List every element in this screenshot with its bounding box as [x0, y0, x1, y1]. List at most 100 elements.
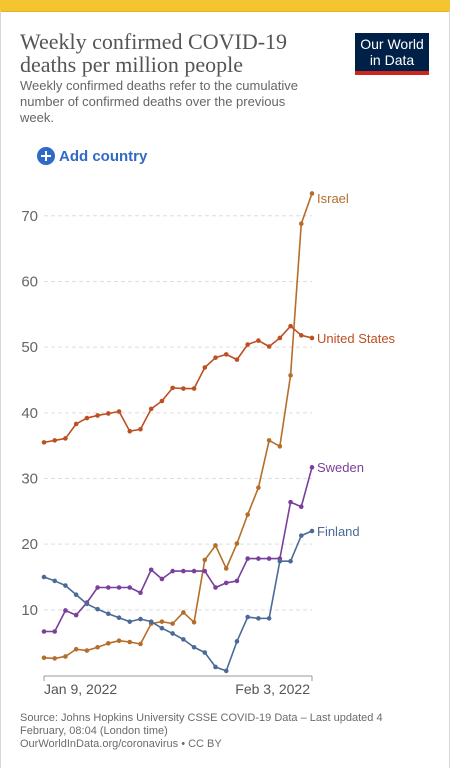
x-tick-label-end: Feb 3, 2022 — [235, 681, 310, 697]
owid-logo[interactable]: Our World in Data — [355, 33, 429, 75]
data-point-finland-15 — [202, 650, 208, 655]
series-label-israel: Israel — [317, 191, 349, 206]
data-point-sweden-12 — [170, 568, 175, 574]
data-point-sweden-16 — [213, 585, 218, 590]
data-point-sweden-17 — [223, 580, 229, 586]
data-point-israel-16 — [213, 543, 218, 548]
data-point-israel-2 — [63, 654, 68, 659]
data-point-finland-6 — [106, 611, 111, 617]
add-country-label: Add country — [59, 147, 148, 165]
line-chart: 10 20 30 40 50 60 70 Jan 9, 2022 Feb 3, 2022 Isra… — [21, 191, 396, 697]
series-label-sweden: Sweden — [317, 460, 364, 475]
source-link[interactable]: OurWorldInData.org/coronavirus • CC BY — [20, 738, 222, 750]
source-note: Source: Johns Hopkins University CSSE CO… — [20, 712, 430, 751]
data-point-united-states-9 — [138, 426, 143, 432]
data-point-finland-17 — [223, 668, 229, 674]
series-line-israel — [43, 193, 313, 660]
data-point-united-states-18 — [234, 357, 240, 362]
y-tick-label-40: 40 — [21, 405, 38, 422]
y-tick-label-20: 20 — [21, 536, 38, 553]
data-point-sweden-2 — [63, 608, 68, 613]
data-point-finland-20 — [256, 616, 261, 621]
data-point-sweden-10 — [148, 567, 154, 573]
data-point-sweden-7 — [116, 585, 122, 590]
data-point-israel-15 — [202, 557, 208, 563]
data-point-finland-21 — [266, 616, 272, 621]
data-point-sweden-19 — [245, 556, 250, 561]
data-point-israel-25 — [309, 191, 315, 196]
data-point-sweden-1 — [52, 629, 58, 634]
data-point-israel-19 — [245, 512, 250, 517]
data-point-united-states-13 — [181, 386, 186, 391]
data-point-finland-0 — [41, 574, 47, 580]
data-point-finland-19 — [245, 614, 250, 620]
data-point-israel-13 — [181, 610, 186, 615]
data-point-sweden-20 — [256, 556, 261, 561]
data-point-united-states-15 — [202, 365, 208, 370]
data-point-israel-24 — [298, 221, 304, 226]
logo-line-1: Our World — [360, 36, 424, 52]
data-point-united-states-23 — [288, 323, 293, 329]
data-point-sweden-14 — [191, 568, 197, 574]
data-point-united-states-8 — [127, 428, 133, 434]
data-point-israel-0 — [41, 655, 47, 661]
data-point-sweden-9 — [138, 590, 143, 596]
data-point-israel-5 — [95, 644, 100, 650]
y-tick-label-70: 70 — [21, 208, 38, 225]
plus-circle-icon — [37, 147, 55, 165]
data-point-finland-1 — [52, 578, 58, 584]
add-country-button[interactable]: Add country — [37, 147, 147, 165]
data-point-finland-22 — [277, 558, 283, 564]
data-point-united-states-20 — [256, 338, 261, 343]
data-point-united-states-6 — [106, 411, 111, 416]
data-point-united-states-3 — [73, 421, 79, 427]
data-point-united-states-16 — [213, 355, 218, 360]
data-point-israel-20 — [256, 485, 261, 490]
y-tick-label-60: 60 — [21, 273, 38, 290]
data-point-united-states-17 — [223, 352, 229, 357]
chart-title: Weekly confirmed COVID-19 deaths per mil… — [20, 29, 288, 77]
data-point-israel-18 — [234, 541, 240, 546]
data-point-united-states-25 — [309, 335, 315, 341]
data-point-finland-7 — [116, 615, 122, 621]
data-point-finland-3 — [73, 592, 79, 598]
data-point-united-states-19 — [245, 342, 250, 347]
data-point-united-states-7 — [116, 409, 122, 414]
data-point-israel-11 — [159, 619, 165, 624]
data-point-united-states-12 — [170, 385, 175, 391]
data-point-sweden-23 — [288, 499, 293, 505]
data-point-israel-3 — [73, 646, 79, 652]
data-point-finland-13 — [181, 637, 186, 642]
data-point-israel-21 — [266, 438, 272, 443]
data-point-united-states-21 — [266, 344, 272, 349]
data-point-sweden-15 — [202, 568, 208, 574]
source-text: Source: Johns Hopkins University CSSE CO… — [20, 712, 383, 737]
data-point-sweden-11 — [159, 576, 165, 582]
data-point-sweden-6 — [106, 585, 111, 590]
y-tick-label-10: 10 — [21, 602, 38, 619]
data-point-finland-11 — [159, 625, 165, 631]
data-point-finland-18 — [234, 639, 240, 644]
chart-subtitle: Weekly confirmed deaths refer to the cum… — [20, 78, 298, 125]
y-tick-label-30: 30 — [21, 470, 38, 487]
data-point-united-states-1 — [52, 438, 58, 443]
data-point-israel-22 — [277, 444, 283, 449]
data-point-united-states-14 — [191, 386, 197, 391]
data-point-united-states-11 — [159, 398, 165, 404]
logo-line-2: in Data — [369, 52, 415, 68]
data-point-finland-10 — [148, 619, 154, 624]
data-point-sweden-13 — [181, 568, 186, 574]
data-point-united-states-2 — [63, 436, 68, 441]
data-point-israel-7 — [116, 638, 122, 643]
data-point-sweden-24 — [298, 504, 304, 510]
data-point-sweden-0 — [41, 629, 47, 634]
data-point-finland-5 — [95, 606, 100, 612]
top-bar — [0, 0, 450, 12]
data-point-united-states-22 — [277, 335, 283, 341]
data-point-israel-8 — [127, 639, 133, 645]
data-point-finland-8 — [127, 619, 133, 624]
series-label-united-states: United States — [317, 331, 396, 346]
data-point-sweden-25 — [309, 465, 315, 470]
data-point-israel-6 — [106, 641, 111, 646]
data-point-israel-12 — [170, 621, 175, 626]
